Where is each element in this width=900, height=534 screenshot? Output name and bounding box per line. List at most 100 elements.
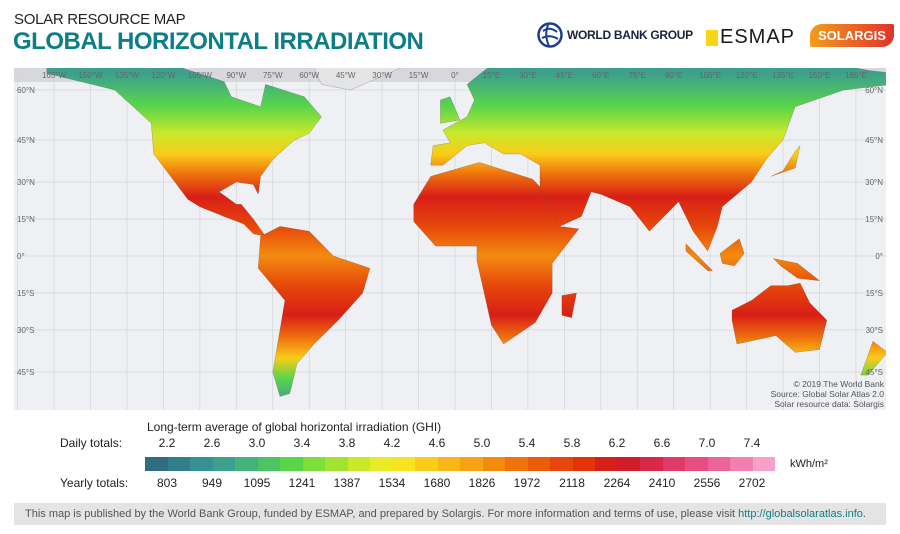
yearly-totals-label: Yearly totals: xyxy=(60,476,129,490)
tick-label: 1241 xyxy=(288,476,316,490)
tick-label: 4.2 xyxy=(383,436,401,450)
supertitle: SOLAR RESOURCE MAP xyxy=(14,11,186,28)
landmass-africa xyxy=(413,162,580,345)
longitude-label: 105°E xyxy=(699,71,721,80)
landmass-new-guinea xyxy=(772,258,821,281)
color-swatch xyxy=(482,457,505,471)
longitude-label: 90°W xyxy=(226,71,246,80)
longitude-label: 15°E xyxy=(483,71,500,80)
tick-label: 3.4 xyxy=(293,436,311,450)
landmass-new-zealand xyxy=(860,340,886,376)
longitude-label: 150°W xyxy=(78,71,103,80)
tick-label: 2264 xyxy=(603,476,631,490)
color-swatch xyxy=(370,457,393,471)
world-bank-logo: WORLD BANK GROUP xyxy=(537,22,693,48)
landmass-madagascar xyxy=(561,292,577,318)
latitude-label: 30°S xyxy=(17,326,34,335)
esmap-mark-icon xyxy=(706,29,718,46)
tick-label: 5.0 xyxy=(473,436,491,450)
tick-label: 2410 xyxy=(648,476,676,490)
tick-label: 1680 xyxy=(423,476,451,490)
longitude-label: 0° xyxy=(451,71,459,80)
color-swatch xyxy=(752,457,775,471)
landmass-north-america xyxy=(46,68,322,237)
latitude-label: 15°N xyxy=(17,215,35,224)
daily-totals-label: Daily totals: xyxy=(60,436,123,450)
credit-line: Source: Global Solar Atlas 2.0 xyxy=(770,389,884,399)
tick-label: 1534 xyxy=(378,476,406,490)
latitude-label: 15°N xyxy=(865,215,883,224)
color-swatch xyxy=(235,457,258,471)
latitude-label: 30°S xyxy=(866,326,883,335)
solargis-logo: SOLARGIS xyxy=(810,24,894,47)
color-swatch xyxy=(392,457,415,471)
longitude-label: 90°E xyxy=(665,71,682,80)
latitude-label: 45°S xyxy=(17,368,34,377)
color-swatch xyxy=(527,457,550,471)
latitude-label: 60°N xyxy=(17,86,35,95)
color-swatch xyxy=(212,457,235,471)
credit-line: © 2019 The World Bank xyxy=(793,379,884,389)
longitude-label: 30°W xyxy=(372,71,392,80)
tick-label: 7.0 xyxy=(698,436,716,450)
longitude-label: 165°E xyxy=(845,71,867,80)
tick-label: 4.6 xyxy=(428,436,446,450)
longitude-label: 60°W xyxy=(299,71,319,80)
tick-label: 3.0 xyxy=(248,436,266,450)
tick-label: 5.4 xyxy=(518,436,536,450)
latitude-label: 60°N xyxy=(865,86,883,95)
color-swatch xyxy=(595,457,618,471)
tick-label: 2702 xyxy=(738,476,766,490)
landmass-eurasia xyxy=(430,68,886,252)
world-bank-text: WORLD BANK GROUP xyxy=(567,28,693,42)
longitude-label: 135°W xyxy=(115,71,140,80)
color-swatch xyxy=(707,457,730,471)
tick-label: 803 xyxy=(156,476,178,490)
color-swatch xyxy=(167,457,190,471)
color-swatch xyxy=(347,457,370,471)
color-swatch xyxy=(505,457,528,471)
color-swatch xyxy=(325,457,348,471)
tick-label: 949 xyxy=(201,476,223,490)
esmap-text: ESMAP xyxy=(720,26,796,48)
color-swatch xyxy=(437,457,460,471)
tick-label: 2556 xyxy=(693,476,721,490)
unit-label: kWh/m² xyxy=(790,458,828,470)
landmass-borneo xyxy=(719,238,745,267)
color-swatch xyxy=(662,457,685,471)
tick-label: 1095 xyxy=(243,476,271,490)
footer-text: This map is published by the World Bank … xyxy=(25,508,739,520)
longitude-label: 75°E xyxy=(629,71,646,80)
longitude-label: 45°W xyxy=(336,71,356,80)
solargis-text: SOLARGIS xyxy=(818,28,886,43)
tick-label: 2118 xyxy=(559,476,585,490)
tick-label: 2.6 xyxy=(203,436,221,450)
tick-label: 1826 xyxy=(468,476,496,490)
tick-label: 1387 xyxy=(333,476,361,490)
tick-label: 7.4 xyxy=(743,436,761,450)
landmass-uk xyxy=(440,96,461,124)
credit-line: Solar resource data: Solargis xyxy=(774,399,884,409)
color-swatch xyxy=(415,457,438,471)
latitude-label: 30°N xyxy=(17,178,35,187)
tick-label: 6.6 xyxy=(653,436,671,450)
color-scale-bar xyxy=(145,457,775,471)
latitude-label: 0° xyxy=(17,252,25,261)
longitude-label: 60°E xyxy=(592,71,609,80)
landmass-south-america xyxy=(257,226,371,397)
longitude-label: 150°E xyxy=(809,71,831,80)
page-title: GLOBAL HORIZONTAL IRRADIATION xyxy=(13,28,424,55)
map-credits: © 2019 The World Bank Source: Global Sol… xyxy=(771,379,884,409)
longitude-label: 135°E xyxy=(772,71,794,80)
latitude-label: 45°N xyxy=(17,136,35,145)
latitude-label: 0° xyxy=(875,252,883,261)
longitude-label: 165°W xyxy=(42,71,67,80)
color-swatch xyxy=(460,457,483,471)
footer: This map is published by the World Bank … xyxy=(14,503,886,525)
color-swatch xyxy=(280,457,303,471)
landmass-sumatra xyxy=(685,243,714,272)
atlas-link[interactable]: http://globalsolaratlas.info xyxy=(738,508,863,520)
tick-label: 5.8 xyxy=(563,436,581,450)
esmap-logo: ESMAP xyxy=(706,26,795,49)
